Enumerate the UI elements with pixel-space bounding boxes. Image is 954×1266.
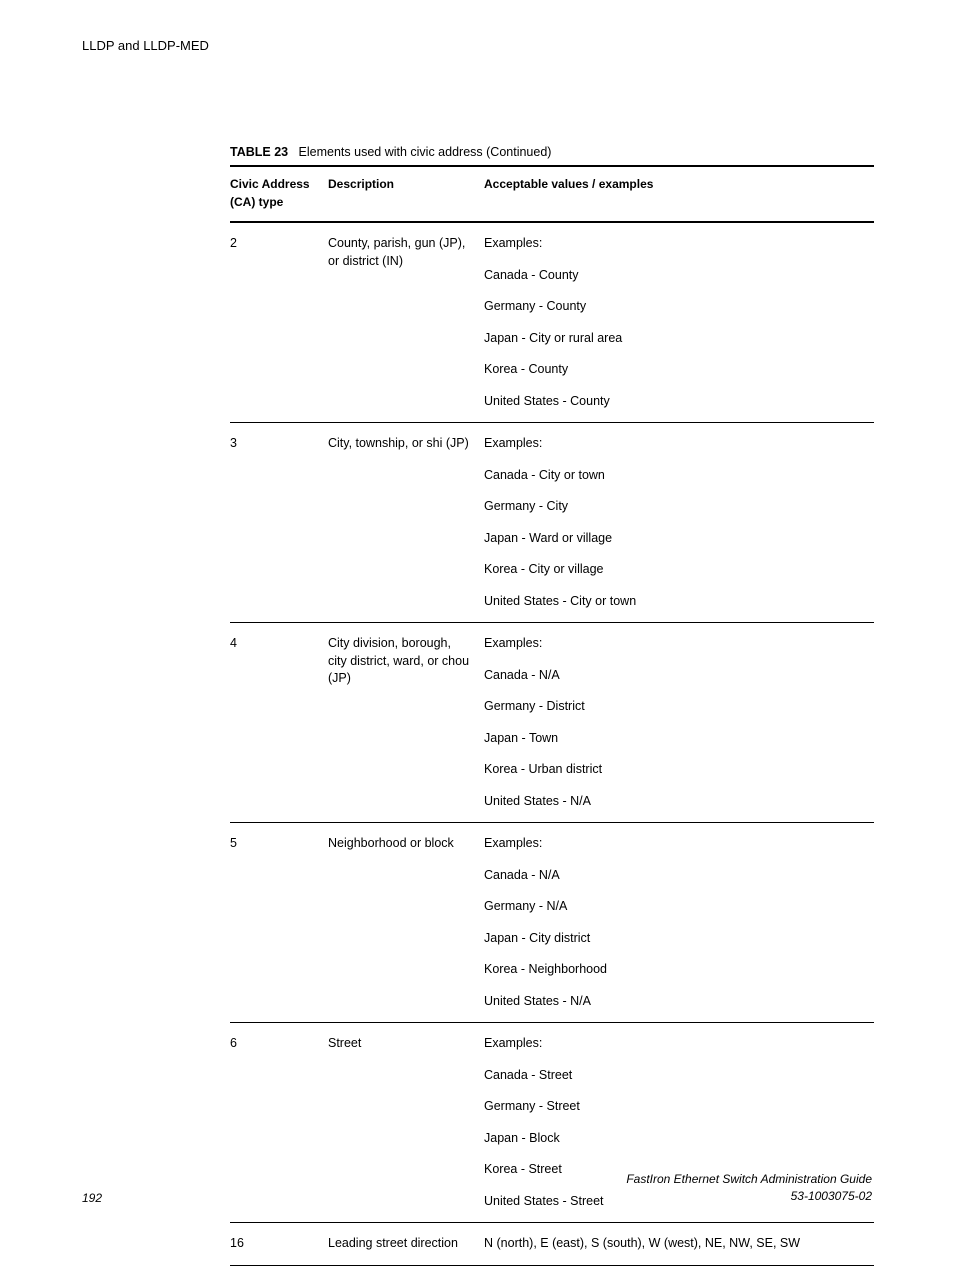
page-footer: 192 FastIron Ethernet Switch Administrat…	[82, 1171, 872, 1205]
cell-description: City division, borough, city district, w…	[328, 635, 484, 814]
value-line: Examples:	[484, 435, 874, 453]
value-line: Korea - Urban district	[484, 761, 874, 779]
value-line: United States - N/A	[484, 793, 874, 811]
value-line: Japan - Town	[484, 730, 874, 748]
doc-id: 53-1003075-02	[626, 1188, 872, 1205]
page-number: 192	[82, 1191, 102, 1205]
value-line: Germany - County	[484, 298, 874, 316]
value-line: Examples:	[484, 635, 874, 653]
cell-values: N (north), E (east), S (south), W (west)…	[484, 1235, 874, 1257]
value-line: United States - City or town	[484, 593, 874, 611]
value-line: Japan - Ward or village	[484, 530, 874, 548]
value-line: Examples:	[484, 1035, 874, 1053]
value-line: United States - N/A	[484, 993, 874, 1011]
column-header-val: Acceptable values / examples	[484, 175, 874, 211]
value-line: Germany - City	[484, 498, 874, 516]
table-row: 3City, township, or shi (JP)Examples: Can…	[230, 423, 874, 623]
value-line: Korea - Neighborhood	[484, 961, 874, 979]
table-row: 2County, parish, gun (JP), or district (…	[230, 223, 874, 423]
running-header: LLDP and LLDP-MED	[82, 38, 872, 53]
table-caption: TABLE 23 Elements used with civic addres…	[230, 145, 874, 159]
value-line: Japan - City district	[484, 930, 874, 948]
doc-title: FastIron Ethernet Switch Administration …	[626, 1171, 872, 1188]
value-line: Germany - N/A	[484, 898, 874, 916]
table-caption-text: Elements used with civic address (Contin…	[299, 145, 552, 159]
cell-ca-type: 5	[230, 835, 328, 1014]
cell-ca-type: 2	[230, 235, 328, 414]
cell-values: Examples: Canada - N/A Germany - District J…	[484, 635, 874, 814]
table-label: TABLE 23	[230, 145, 288, 159]
value-line: Canada - N/A	[484, 667, 874, 685]
cell-ca-type: 3	[230, 435, 328, 614]
value-line: Canada - City or town	[484, 467, 874, 485]
table-row: 16Leading street directionN (north), E (…	[230, 1223, 874, 1266]
cell-ca-type: 16	[230, 1235, 328, 1257]
value-line: Canada - County	[484, 267, 874, 285]
table-row: 5Neighborhood or blockExamples: Canada - …	[230, 823, 874, 1023]
value-line: Japan - City or rural area	[484, 330, 874, 348]
value-line: United States - County	[484, 393, 874, 411]
cell-description: County, parish, gun (JP), or district (I…	[328, 235, 484, 414]
column-header-ca: Civic Address (CA) type	[230, 175, 328, 211]
cell-values: Examples: Canada - County Germany - County…	[484, 235, 874, 414]
content-area: TABLE 23 Elements used with civic addres…	[230, 145, 874, 1266]
cell-values: Examples: Canada - N/A Germany - N/A Japan …	[484, 835, 874, 1014]
value-line: Examples:	[484, 235, 874, 253]
cell-description: Neighborhood or block	[328, 835, 484, 1014]
page: LLDP and LLDP-MED TABLE 23 Elements used…	[0, 0, 954, 1235]
cell-description: City, township, or shi (JP)	[328, 435, 484, 614]
value-line: Canada - N/A	[484, 867, 874, 885]
cell-description: Leading street direction	[328, 1235, 484, 1257]
column-header-desc: Description	[328, 175, 484, 211]
table-header-row: Civic Address (CA) type Description Acce…	[230, 167, 874, 223]
value-line: N (north), E (east), S (south), W (west)…	[484, 1235, 874, 1253]
value-line: Germany - District	[484, 698, 874, 716]
value-line: Canada - Street	[484, 1067, 874, 1085]
value-line: Korea - City or village	[484, 561, 874, 579]
doc-info: FastIron Ethernet Switch Administration …	[626, 1171, 872, 1205]
table-row: 4City division, borough, city district, …	[230, 623, 874, 823]
value-line: Germany - Street	[484, 1098, 874, 1116]
value-line: Korea - County	[484, 361, 874, 379]
value-line: Japan - Block	[484, 1130, 874, 1148]
cell-ca-type: 4	[230, 635, 328, 814]
cell-values: Examples: Canada - City or town Germany - …	[484, 435, 874, 614]
value-line: Examples:	[484, 835, 874, 853]
table-body: 2County, parish, gun (JP), or district (…	[230, 223, 874, 1266]
